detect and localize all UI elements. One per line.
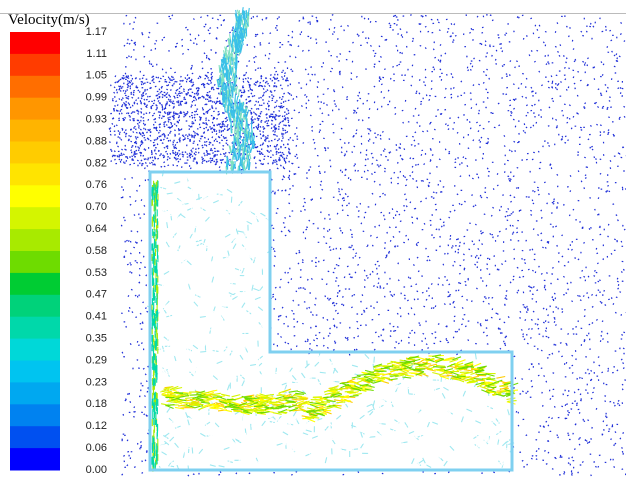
- color-swatch: [10, 338, 60, 361]
- colorbar-label: 0.53: [86, 267, 107, 279]
- colorbar-label: 1.17: [86, 26, 107, 38]
- duct-outline: [148, 170, 514, 472]
- color-swatch: [10, 272, 60, 296]
- color-swatch: [10, 448, 60, 471]
- legend-title: Velocity(m/s): [8, 12, 90, 28]
- colorbar-label: 0.93: [86, 114, 107, 126]
- color-swatch: [10, 251, 60, 274]
- colorbar-label: 1.05: [86, 70, 107, 82]
- duct-vectors: [151, 180, 159, 471]
- color-swatch: [10, 163, 60, 186]
- color-swatch: [10, 75, 60, 99]
- color-swatch: [10, 294, 60, 318]
- color-swatch: [10, 32, 60, 55]
- color-swatch: [10, 360, 60, 383]
- color-swatch: [10, 97, 60, 121]
- duct-vectors: [160, 356, 517, 419]
- color-swatch: [10, 316, 60, 340]
- color-swatch: [10, 426, 60, 449]
- colorbar-label: 1.11: [86, 48, 107, 60]
- colorbar-label: 0.70: [86, 201, 107, 213]
- colorbar-label: 0.41: [86, 311, 107, 323]
- colorbar-label: 0.64: [86, 223, 107, 235]
- color-swatch: [10, 53, 60, 77]
- colorbar-label: 0.23: [86, 376, 107, 388]
- colorbar-label: 0.18: [86, 398, 107, 410]
- color-swatch: [10, 382, 60, 405]
- colorbar-label: 0.06: [86, 442, 107, 454]
- colorbar-label: 0.00: [86, 464, 107, 476]
- colorbar-label: 0.35: [86, 333, 107, 345]
- color-swatch: [10, 141, 60, 164]
- colorbar-label: 0.82: [86, 157, 107, 169]
- colorbar-label: 0.12: [86, 420, 107, 432]
- ambient-vectors: [108, 13, 626, 477]
- colorbar: 1.17 1.11 1.05 0.99 0.93 0.88 0.82 0.76 0.70 0.64…: [10, 26, 107, 476]
- colorbar-label: 0.88: [86, 135, 107, 147]
- color-swatch: [10, 185, 60, 208]
- color-swatch: [10, 404, 60, 427]
- colorbar-label: 0.58: [86, 245, 107, 257]
- vector-field: [108, 7, 626, 477]
- colorbar-label: 0.76: [86, 179, 107, 191]
- color-swatch: [10, 229, 60, 252]
- duct-vectors: [145, 173, 516, 474]
- color-swatch: [10, 119, 60, 142]
- colorbar-label: 0.29: [86, 354, 107, 366]
- duct-vectors: [165, 354, 519, 417]
- duct-vectors: [216, 7, 256, 174]
- colorbar-label: 0.99: [86, 92, 107, 104]
- color-swatch: [10, 207, 60, 230]
- colorbar-label: 0.47: [86, 289, 107, 301]
